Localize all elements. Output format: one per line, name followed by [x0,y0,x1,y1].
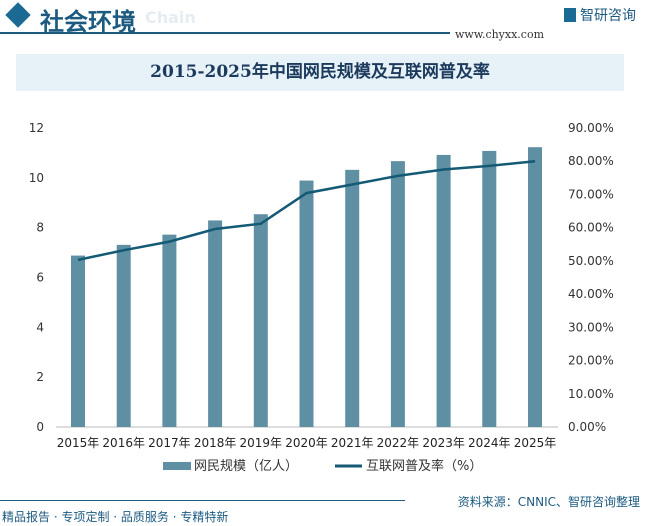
bar [528,147,542,427]
left-tick-label: 0 [36,420,44,434]
bar [390,161,405,427]
x-tick-label: 2025年 [514,436,557,450]
bar [208,220,223,427]
footer-divider [0,500,405,501]
logo-icon [564,8,576,22]
left-tick-label: 10 [29,171,44,185]
header: Chain 社会环境 智研咨询 www.chyxx.com [0,0,646,45]
source-note: 资料来源：CNNIC、智研咨询整理 [457,495,640,509]
right-tick-label: 20.00% [568,354,614,368]
bar [482,150,497,427]
right-tick-label: 50.00% [568,254,614,268]
right-tick-label: 30.00% [568,320,614,334]
left-tick-label: 4 [36,320,44,334]
x-tick-label: 2017年 [148,436,191,450]
right-tick-label: 10.00% [568,387,614,401]
bar [116,244,131,427]
right-tick-label: 90.00% [568,121,614,135]
line-series [77,159,536,262]
left-tick-label: 6 [36,271,44,285]
x-tick-label: 2019年 [240,436,283,450]
bar [436,154,451,427]
x-tick-label: 2015年 [57,436,100,450]
x-tick-label: 2022年 [377,436,420,450]
x-tick-label: 2024年 [468,436,511,450]
x-tick-label: 2016年 [102,436,145,450]
right-tick-label: 0.00% [568,420,606,434]
header-title: 社会环境 [40,8,136,36]
right-tick-label: 70.00% [568,187,614,201]
chart-title-bar: 2015-2025年中国网民规模及互联网普及率 [16,54,624,91]
right-tick-label: 60.00% [568,221,614,235]
header-subtitle: Chain [145,8,196,27]
bar [345,169,360,428]
legend-bar-swatch [163,462,191,470]
header-divider [0,32,450,34]
legend-bar-label: 网民规模（亿人） [194,459,298,474]
chart-title: 2015-2025年中国网民规模及互联网普及率 [150,62,490,82]
left-tick-label: 2 [36,370,44,384]
bar [162,234,177,427]
left-tick-label: 12 [29,121,44,135]
left-tick-label: 8 [36,221,44,235]
right-tick-label: 80.00% [568,154,614,168]
x-tick-label: 2023年 [422,436,465,450]
footer-slogan: 精品报告 · 专项定制 · 品质服务 · 专精特新 [2,510,229,524]
logo: 智研咨询 [564,5,636,25]
right-tick-label: 40.00% [568,287,614,301]
x-tick-label: 2018年 [194,436,237,450]
bar [71,255,85,427]
site-url: www.chyxx.com [455,28,545,41]
x-tick-label: 2021年 [331,436,374,450]
bar [299,180,314,427]
bar [253,214,268,427]
x-tick-label: 2020年 [285,436,328,450]
logo-text: 智研咨询 [580,8,636,24]
legend-line-label: 互联网普及率（%） [366,458,482,474]
